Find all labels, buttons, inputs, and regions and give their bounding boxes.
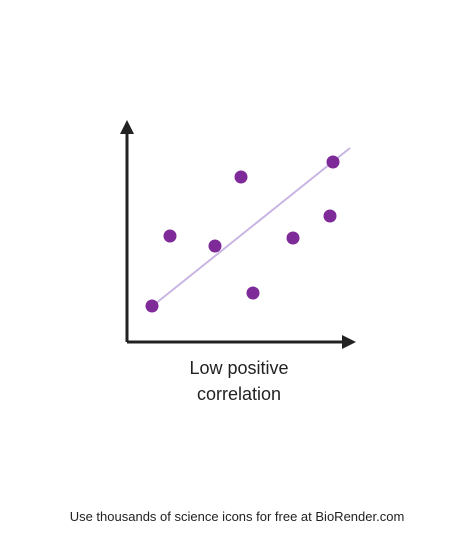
point [246, 286, 260, 300]
trend-line [149, 147, 351, 309]
point [208, 239, 222, 253]
footer: Use thousands of science icons for free … [70, 509, 405, 524]
point [145, 299, 159, 313]
point [163, 229, 177, 243]
label-line: correlation [197, 384, 281, 404]
point [323, 209, 337, 223]
x-arrow [342, 335, 356, 349]
y-arrow [120, 120, 134, 134]
point [326, 155, 340, 169]
label-line: Low positive [189, 358, 288, 378]
point [286, 231, 300, 245]
point [234, 170, 248, 184]
points [145, 155, 340, 313]
